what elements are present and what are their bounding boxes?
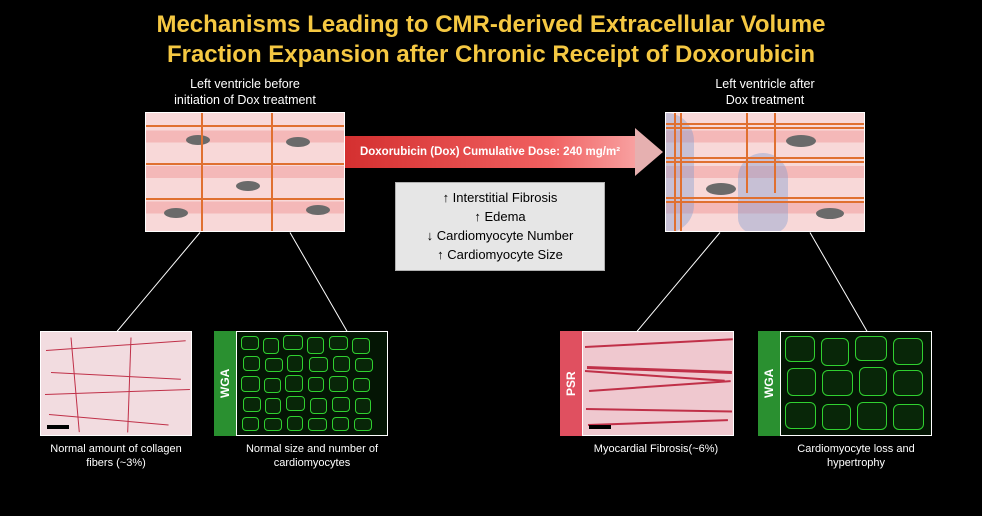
wga-tag-after: WGA [758,331,780,436]
lv-after-label: Left ventricle after Dox treatment [665,76,865,109]
psr-tag-after: PSR [560,331,582,436]
dose-arrow-head [635,128,663,176]
dose-arrow: Doxorubicin (Dox) Cumulative Dose: 240 m… [345,136,635,168]
wga-tag-before: WGA [214,331,236,436]
caption-wga-after: Cardiomyocyte loss and hypertrophy [770,442,942,471]
caption-wga-before: Normal size and number of cardiomyocytes [226,442,398,471]
title-line1: Mechanisms Leading to CMR-derived Extrac… [156,11,825,38]
wga-before-panel [236,331,388,436]
title-line2: Fraction Expansion after Chronic Receipt… [167,41,815,68]
psr-before-panel [40,331,192,436]
psr-after-panel [582,331,734,436]
lv-before-illustration [145,112,345,232]
lv-before-label: Left ventricle before initiation of Dox … [145,76,345,109]
figure-body: Left ventricle before initiation of Dox … [0,76,982,516]
wga-after-panel [780,331,932,436]
mechanisms-box: ↑ Interstitial Fibrosis ↑ Edema ↓ Cardio… [395,182,605,271]
caption-psr-after: Myocardial Fibrosis(~6%) [570,442,742,456]
lv-after-illustration [665,112,865,232]
caption-psr-before: Normal amount of collagen fibers (~3%) [30,442,202,471]
